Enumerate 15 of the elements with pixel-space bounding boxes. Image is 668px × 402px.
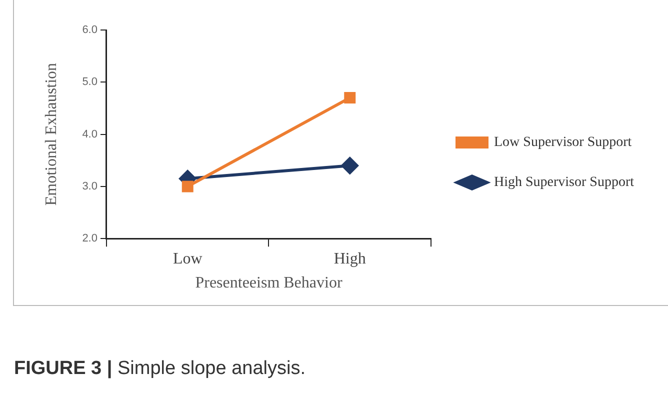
y-axis-title: Emotional Exhaustion — [42, 62, 60, 206]
x-tick-label: Low — [172, 250, 203, 268]
legend-label: Low Supervisor Support — [494, 135, 632, 150]
point — [341, 157, 358, 174]
x-tick-label: High — [334, 250, 366, 268]
point — [182, 180, 194, 192]
y-tick-label: 4.0 — [82, 128, 98, 140]
x-axis-title: Presenteeism Behavior — [195, 274, 343, 292]
caption: FIGURE 3 | Simple slope analysis. — [14, 358, 306, 380]
y-tick-label: 2.0 — [82, 232, 98, 245]
y-tick-label: 6.0 — [82, 24, 98, 36]
y-tick-label: 5.0 — [82, 76, 98, 88]
point — [344, 92, 356, 104]
y-tick-label: 3.0 — [82, 180, 98, 192]
legend-label: High Supervisor Support — [494, 175, 634, 190]
